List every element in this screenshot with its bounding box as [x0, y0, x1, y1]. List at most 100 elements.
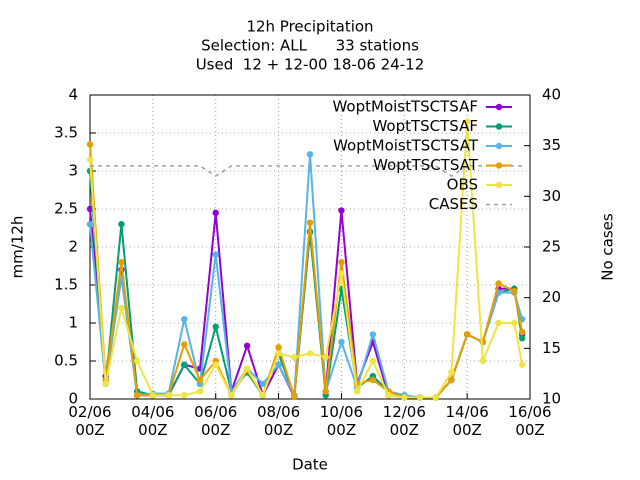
point	[243, 365, 251, 372]
point	[86, 221, 94, 228]
point	[338, 259, 345, 266]
point	[306, 151, 314, 158]
point	[291, 354, 298, 361]
point	[401, 394, 408, 401]
point	[338, 338, 345, 346]
point	[181, 316, 188, 323]
point	[118, 221, 125, 228]
chart-subtitle: Used 12 + 12-00 18-06 24-12	[196, 56, 425, 74]
plot-frame	[89, 94, 531, 400]
point	[518, 328, 526, 336]
point	[385, 392, 392, 399]
y2-tick-label: 20	[542, 288, 561, 306]
point	[511, 287, 518, 295]
y-axis-label: mm/12h	[9, 216, 27, 279]
legend-marker	[495, 123, 503, 130]
point	[495, 280, 502, 287]
point	[259, 380, 267, 387]
point	[243, 342, 251, 349]
y-tick-label: 1.5	[54, 276, 78, 294]
point	[86, 156, 94, 163]
y2-axis-label: No cases	[599, 213, 617, 281]
point	[181, 392, 188, 399]
y-tick-label: 4	[68, 86, 78, 104]
y-tick-label: 2.5	[54, 200, 78, 218]
legend-marker	[495, 103, 503, 111]
x-tick-label: 10/06 00Z	[319, 403, 364, 439]
point	[353, 388, 361, 395]
chart-title: 12h Precipitation	[246, 18, 373, 36]
chart-subtitle: Selection: ALL 33 stations	[201, 37, 419, 55]
legend-marker	[495, 181, 503, 189]
point	[306, 350, 314, 357]
point	[181, 341, 188, 348]
legend-label: WoptTSCTSAT	[373, 156, 479, 174]
x-tick-label: 02/06 00Z	[68, 403, 112, 439]
point	[196, 376, 204, 384]
y2-tick-label: 35	[542, 136, 561, 154]
point	[275, 344, 282, 351]
y2-tick-label: 10	[542, 390, 561, 408]
point	[133, 392, 141, 399]
point	[495, 319, 502, 327]
point	[212, 323, 219, 330]
series-line	[90, 165, 523, 177]
point	[518, 361, 526, 368]
point	[196, 388, 204, 395]
legend-marker	[495, 142, 503, 150]
point	[86, 205, 94, 213]
y2-tick-label: 15	[542, 339, 561, 357]
point	[133, 357, 141, 365]
point	[338, 207, 345, 214]
point	[228, 392, 235, 399]
point	[369, 357, 377, 365]
point	[369, 331, 377, 338]
point	[275, 350, 282, 357]
point	[338, 270, 345, 277]
point	[518, 335, 526, 342]
legend-label: WoptMoistTSCTSAT	[333, 137, 479, 155]
x-tick-label: 14/06 00Z	[445, 403, 489, 439]
point	[322, 388, 329, 395]
y2-tick-label: 25	[542, 238, 561, 256]
y-tick-label: 1	[68, 314, 78, 332]
point	[212, 361, 219, 368]
y2-tick-label: 30	[542, 187, 561, 205]
point	[322, 354, 329, 361]
point	[118, 304, 125, 311]
x-tick-label: 08/06 00Z	[256, 403, 301, 439]
legend-marker	[495, 162, 503, 169]
point	[369, 376, 377, 384]
x-tick-label: 06/06 00Z	[194, 403, 238, 439]
legend-label: WoptMoistTSCTSAF	[332, 98, 478, 116]
y-tick-label: 3	[68, 162, 78, 180]
point	[212, 209, 219, 216]
point	[432, 394, 439, 401]
point	[86, 141, 94, 148]
y-tick-label: 2	[68, 238, 78, 256]
x-tick-label: 12/06 00Z	[382, 403, 426, 439]
x-tick-label: 04/06 00Z	[131, 403, 175, 439]
x-tick-label: 16/06 00Z	[508, 403, 552, 439]
y-tick-label: 3.5	[54, 124, 78, 142]
point	[212, 251, 219, 258]
point	[118, 259, 125, 266]
legend-label: CASES	[429, 195, 478, 213]
point	[306, 219, 314, 226]
point	[102, 380, 109, 387]
point	[511, 319, 518, 327]
point	[291, 393, 298, 400]
series-line	[89, 208, 524, 401]
point	[463, 118, 471, 125]
point	[165, 392, 172, 399]
point	[479, 357, 487, 365]
y2-tick-label: 40	[542, 86, 561, 104]
legend-label: WoptTSCTSAF	[372, 117, 478, 135]
x-axis-label: Date	[292, 456, 328, 474]
point	[259, 392, 267, 399]
legend-label: OBS	[447, 176, 478, 194]
point	[416, 394, 424, 401]
y-tick-label: 0.5	[54, 352, 78, 370]
